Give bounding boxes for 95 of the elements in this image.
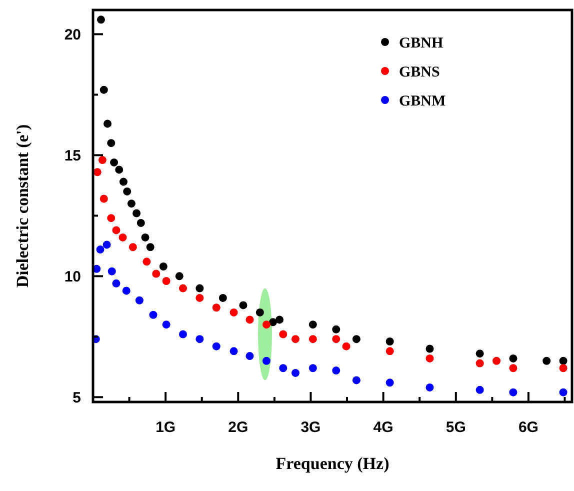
- x-tick-label: 1G: [156, 419, 176, 436]
- point: [308, 335, 317, 344]
- point: [279, 330, 288, 338]
- y-tick-label: 15: [64, 147, 81, 164]
- point: [175, 272, 184, 280]
- point: [123, 187, 132, 196]
- point: [230, 308, 238, 316]
- point: [559, 364, 568, 372]
- x-tick-label: 6G: [518, 419, 538, 436]
- point: [128, 243, 137, 252]
- point: [102, 240, 111, 249]
- point: [96, 16, 105, 24]
- point: [135, 296, 144, 304]
- point: [162, 320, 170, 329]
- point: [332, 366, 340, 375]
- point: [559, 356, 568, 365]
- point: [332, 335, 340, 344]
- point: [352, 335, 360, 344]
- point: [110, 158, 118, 166]
- point: [230, 347, 238, 356]
- point: [115, 166, 124, 174]
- point: [386, 378, 394, 387]
- point: [352, 376, 360, 384]
- point: [262, 356, 270, 365]
- point: [178, 330, 187, 338]
- point: [149, 310, 158, 319]
- y-tick-label: 10: [64, 268, 81, 286]
- point: [146, 243, 154, 252]
- point: [122, 286, 130, 295]
- legend-label: GBNH: [399, 35, 444, 52]
- point: [196, 335, 204, 344]
- point: [256, 308, 264, 316]
- point: [559, 388, 568, 396]
- point: [291, 368, 300, 377]
- point: [276, 316, 284, 324]
- point: [239, 301, 248, 310]
- y-axis-title: Dielectric constant (e'): [13, 124, 32, 288]
- point: [136, 218, 145, 227]
- point: [426, 344, 434, 353]
- point: [386, 338, 394, 346]
- point: [476, 350, 484, 358]
- point: [100, 86, 108, 94]
- point: [542, 356, 551, 365]
- point: [196, 294, 204, 302]
- point: [509, 354, 518, 362]
- point: [127, 200, 136, 208]
- point: [476, 359, 484, 368]
- point: [152, 270, 160, 278]
- point: [108, 267, 116, 276]
- point: [509, 388, 518, 396]
- point: [112, 226, 120, 234]
- legend-label: GBNM: [399, 93, 446, 110]
- point: [118, 233, 127, 242]
- point: [162, 277, 170, 286]
- point: [308, 320, 317, 329]
- point: [246, 352, 254, 360]
- point: [107, 214, 116, 222]
- point: [291, 335, 300, 344]
- point: [96, 246, 104, 254]
- y-tick-label: 20: [64, 26, 81, 44]
- x-axis-title: Frequency (Hz): [276, 454, 390, 473]
- point: [104, 120, 112, 128]
- point: [196, 284, 204, 292]
- point: [308, 364, 317, 372]
- x-tick-label: 5G: [446, 419, 466, 436]
- point: [426, 354, 434, 362]
- point: [119, 178, 128, 186]
- point: [98, 156, 106, 164]
- legend-label: GBNS: [399, 64, 440, 80]
- x-tick-label: 4G: [373, 419, 394, 436]
- point: [132, 209, 141, 218]
- y-tick-label: 5: [72, 389, 81, 406]
- point: [246, 316, 254, 324]
- point: [142, 258, 151, 266]
- point: [212, 342, 220, 350]
- point: [107, 139, 116, 148]
- point: [492, 356, 501, 365]
- point: [332, 325, 340, 334]
- x-tick-label: 3G: [300, 419, 321, 436]
- point: [342, 342, 350, 350]
- point: [112, 279, 120, 288]
- point: [426, 383, 434, 392]
- point: [100, 194, 108, 203]
- point: [476, 386, 484, 394]
- point: [386, 347, 394, 356]
- point: [93, 168, 102, 176]
- point: [212, 304, 220, 312]
- point: [159, 262, 168, 270]
- point: [262, 320, 270, 329]
- point: [509, 364, 518, 372]
- point: [178, 284, 187, 292]
- point: [141, 233, 150, 242]
- x-tick-label: 2G: [228, 419, 248, 436]
- point: [279, 364, 288, 372]
- point: [218, 294, 227, 302]
